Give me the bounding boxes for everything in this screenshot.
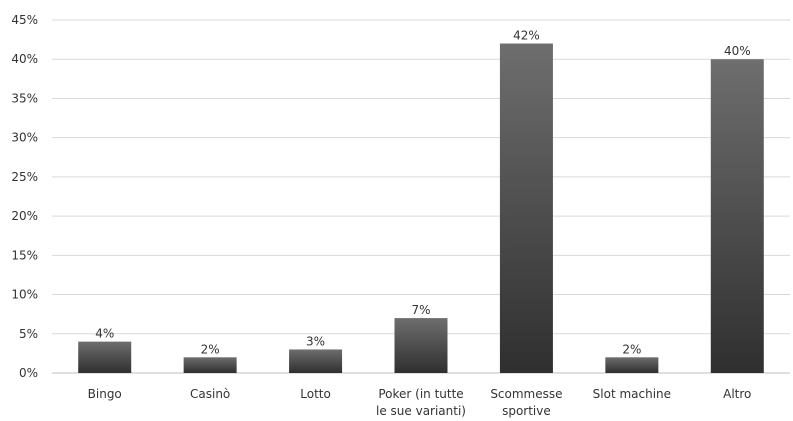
y-tick-label: 5% [19, 327, 38, 341]
category-label: Casinò [190, 387, 230, 401]
category-label-line: Scommesse [490, 387, 562, 401]
data-label: 2% [622, 342, 641, 356]
y-tick-label: 15% [11, 248, 38, 262]
data-label: 40% [724, 44, 751, 58]
bar [78, 341, 132, 373]
category-label: Altro [723, 387, 751, 401]
y-tick-label: 30% [11, 131, 38, 145]
data-label: 2% [201, 342, 220, 356]
data-label: 7% [411, 303, 430, 317]
data-label: 4% [95, 327, 114, 341]
category-label: Lotto [300, 387, 331, 401]
bar [499, 43, 553, 374]
bar [183, 357, 237, 373]
category-label-line: Lotto [300, 387, 331, 401]
bar [605, 357, 659, 373]
y-tick-label: 0% [19, 366, 38, 380]
y-axis-tick-labels: 0% 5% 10% 15% 20% 25% 30% 35% 40% 45% [11, 13, 38, 380]
y-tick-label: 10% [11, 288, 38, 302]
category-label: Scommesse sportive [490, 387, 562, 418]
data-labels: 4% 2% 3% 7% 42% 2% 40% [95, 29, 750, 357]
bar [394, 318, 448, 373]
category-label: Bingo [88, 387, 122, 401]
bars [78, 43, 764, 374]
y-tick-label: 40% [11, 52, 38, 66]
gridlines [52, 19, 790, 374]
data-label: 42% [513, 29, 540, 43]
category-label-line: Bingo [88, 387, 122, 401]
category-label: Poker (in tutte le sue varianti) [376, 387, 466, 418]
y-tick-label: 35% [11, 91, 38, 105]
category-label-line: Casinò [190, 387, 230, 401]
bar [289, 349, 343, 373]
bar [710, 59, 764, 373]
category-label: Slot machine [593, 387, 671, 401]
category-label-line: Altro [723, 387, 751, 401]
category-label-line: sportive [502, 404, 551, 418]
category-label-line: le sue varianti) [376, 404, 466, 418]
y-tick-label: 45% [11, 13, 38, 27]
y-tick-label: 25% [11, 170, 38, 184]
y-tick-label: 20% [11, 209, 38, 223]
data-label: 3% [306, 334, 325, 348]
category-label-line: Poker (in tutte [378, 387, 463, 401]
x-axis-category-labels: Bingo Casinò Lotto Poker (in tutte le sue va… [88, 387, 752, 418]
category-label-line: Slot machine [593, 387, 671, 401]
